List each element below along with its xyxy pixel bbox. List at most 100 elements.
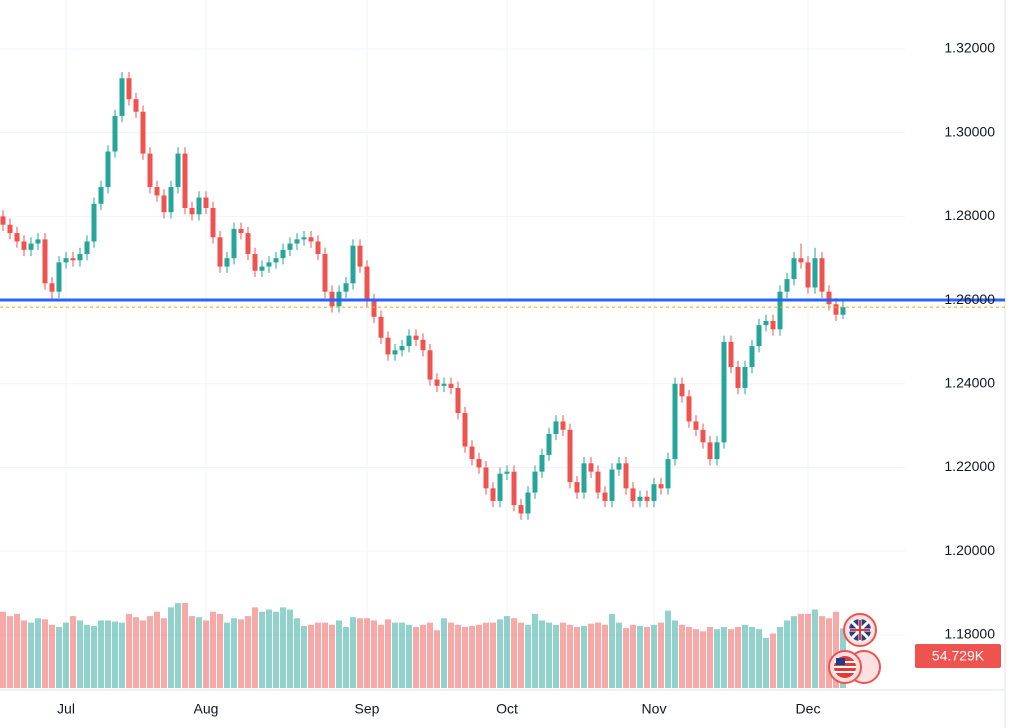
volume-bar bbox=[665, 610, 671, 688]
candle-body bbox=[469, 446, 475, 460]
volume-bar bbox=[644, 626, 650, 688]
volume-bar bbox=[259, 611, 265, 688]
candle-body bbox=[756, 325, 762, 347]
candle-body bbox=[637, 496, 643, 501]
volume-bar bbox=[490, 622, 496, 688]
volume-bar bbox=[147, 616, 153, 688]
volume-bar bbox=[140, 620, 146, 688]
candle-body bbox=[497, 473, 503, 501]
volume-bar bbox=[672, 620, 678, 688]
volume-bar bbox=[623, 628, 629, 688]
volume-bar bbox=[819, 616, 825, 688]
candle-body bbox=[819, 258, 825, 292]
volume-bar bbox=[371, 620, 377, 688]
candle-body bbox=[119, 78, 125, 116]
candle-body bbox=[490, 488, 496, 501]
candle-body bbox=[168, 187, 174, 213]
volume-bar bbox=[91, 625, 97, 688]
volume-bar bbox=[217, 613, 223, 688]
volume-bar bbox=[504, 616, 510, 688]
candle-body bbox=[238, 228, 244, 234]
candle-body bbox=[644, 496, 650, 501]
volume-bar bbox=[392, 622, 398, 688]
candle-body bbox=[308, 237, 314, 242]
volume-bar bbox=[420, 624, 426, 688]
volume-bar bbox=[280, 607, 286, 688]
candle-body bbox=[609, 469, 615, 501]
currency-icons bbox=[828, 613, 881, 684]
candle-body bbox=[56, 262, 62, 292]
candle-body bbox=[343, 283, 349, 292]
candle-body bbox=[511, 471, 517, 506]
candle-body bbox=[504, 471, 510, 474]
candle-body bbox=[567, 429, 573, 483]
volume-bar bbox=[266, 609, 272, 688]
volume-bar bbox=[189, 616, 195, 688]
volume-bar bbox=[0, 611, 6, 688]
candle-body bbox=[518, 505, 524, 514]
candle-body bbox=[182, 153, 188, 208]
candle-body bbox=[616, 463, 622, 470]
volume-bar bbox=[406, 624, 412, 688]
candle-body bbox=[574, 482, 580, 493]
volume-bar bbox=[350, 617, 356, 688]
candle-body bbox=[651, 484, 657, 501]
volume-bar bbox=[812, 609, 818, 688]
candle-body bbox=[98, 187, 104, 204]
volume-bar bbox=[756, 629, 762, 688]
volume-bar bbox=[476, 624, 482, 688]
volume-bar bbox=[252, 607, 258, 688]
candle-body bbox=[42, 239, 48, 284]
volume-bar bbox=[49, 624, 55, 688]
volume-bar bbox=[574, 626, 580, 688]
volume-bar bbox=[399, 622, 405, 688]
volume-bar bbox=[196, 617, 202, 688]
candle-body bbox=[693, 421, 699, 430]
candle-body bbox=[672, 383, 678, 460]
candle-body bbox=[70, 258, 76, 261]
candle-body bbox=[805, 262, 811, 288]
volume-bar bbox=[21, 620, 27, 688]
candle-body bbox=[420, 339, 426, 351]
volume-bar bbox=[210, 611, 216, 688]
candle-body bbox=[140, 111, 146, 154]
volume-bar bbox=[385, 619, 391, 688]
candle-body bbox=[833, 304, 839, 315]
candle-body bbox=[147, 153, 153, 188]
candle-body bbox=[812, 258, 818, 288]
candle-body bbox=[203, 197, 209, 208]
volume-bar bbox=[105, 620, 111, 688]
candle-body bbox=[273, 258, 279, 263]
candle-body bbox=[588, 463, 594, 472]
y-tick-label: 1.32000 bbox=[944, 40, 995, 56]
candle-body bbox=[840, 307, 846, 315]
candle-body bbox=[721, 341, 727, 443]
candle-body bbox=[441, 383, 447, 386]
candle-body bbox=[315, 241, 321, 255]
volume-bar bbox=[455, 624, 461, 688]
y-tick-label: 1.20000 bbox=[944, 542, 995, 558]
volume-bar bbox=[693, 629, 699, 688]
volume-bar bbox=[581, 625, 587, 688]
candle-body bbox=[728, 341, 734, 368]
candle-body bbox=[462, 413, 468, 447]
candle-body bbox=[0, 216, 6, 225]
candle-body bbox=[665, 459, 671, 489]
volume-bar bbox=[35, 618, 41, 688]
candle-body bbox=[658, 484, 664, 489]
candle-body bbox=[77, 254, 83, 261]
volume-bar bbox=[273, 611, 279, 688]
volume-bar bbox=[154, 611, 160, 688]
candle-body bbox=[301, 237, 307, 240]
candle-body bbox=[602, 492, 608, 501]
volume-bar bbox=[427, 622, 433, 688]
volume-bar bbox=[630, 624, 636, 688]
candle-body bbox=[63, 258, 69, 263]
candle-body bbox=[7, 224, 13, 234]
volume-bar bbox=[28, 622, 34, 688]
volume-bar bbox=[791, 616, 797, 688]
volume-bar bbox=[448, 622, 454, 688]
volume-bar bbox=[70, 616, 76, 688]
volume-bar bbox=[616, 622, 622, 688]
